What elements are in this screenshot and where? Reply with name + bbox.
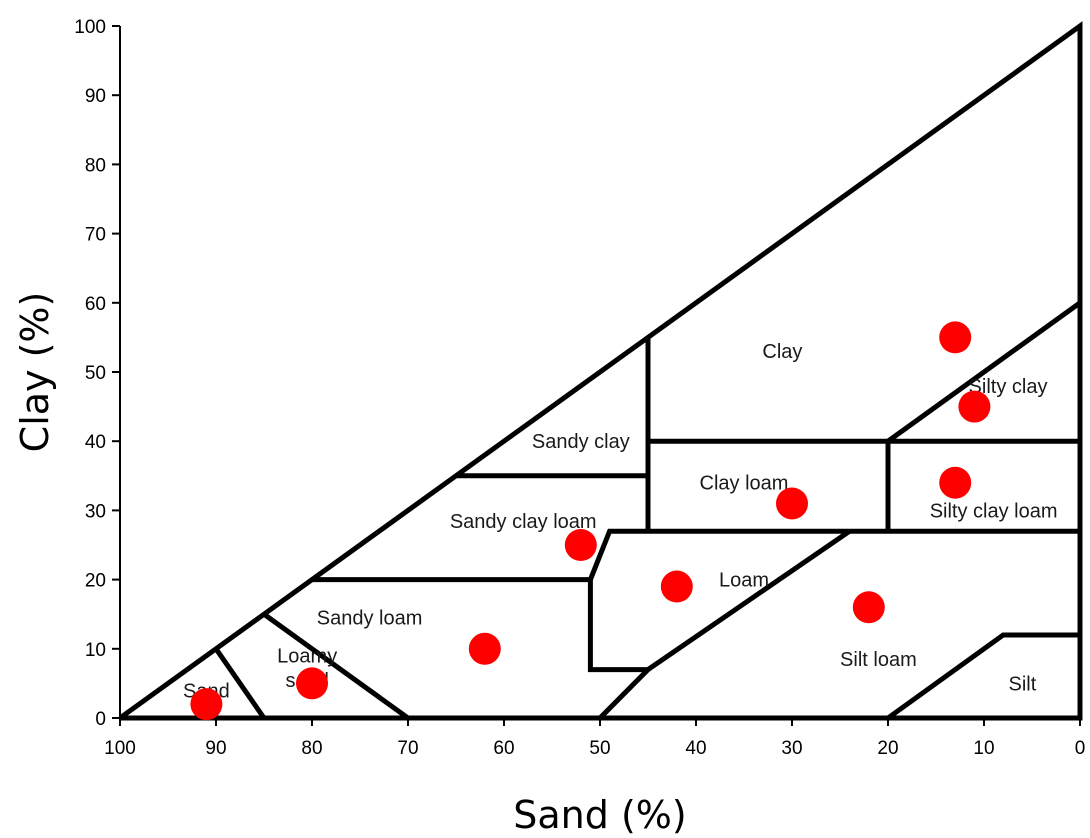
x-tick-label: 0 xyxy=(1075,738,1086,759)
x-tick-label: 70 xyxy=(397,738,418,759)
texture-class-label: Clay loam xyxy=(700,473,789,495)
texture-class-label: Loam xyxy=(719,570,769,592)
y-tick-label: 50 xyxy=(85,363,106,384)
y-axis: 0 10 20 30 40 50 60 70 80 90 100 xyxy=(74,17,121,730)
y-tick-label: 90 xyxy=(85,86,106,107)
y-tick-label: 40 xyxy=(85,432,106,453)
texture-class-label: Sandy clay loam xyxy=(450,511,597,533)
data-point xyxy=(468,632,501,665)
class-boundary-line xyxy=(262,612,410,721)
x-tick-label: 60 xyxy=(493,738,514,759)
y-axis-title: Clay (%) xyxy=(13,292,57,453)
texture-class-label: Silt loam xyxy=(840,649,917,671)
class-boundary-line xyxy=(213,647,267,720)
x-tick-label: 20 xyxy=(877,738,898,759)
texture-class-label: Loamy xyxy=(277,646,337,668)
data-point xyxy=(776,487,808,520)
y-tick-label: 0 xyxy=(95,709,106,730)
texture-class-label: Silty clay loam xyxy=(930,500,1058,522)
x-tick-label: 100 xyxy=(104,738,136,759)
data-point xyxy=(564,529,597,561)
data-point xyxy=(296,667,328,700)
texture-class-label: Silty clay xyxy=(969,376,1048,398)
x-tick-label: 80 xyxy=(301,738,322,759)
data-point xyxy=(958,390,991,423)
y-tick-label: 60 xyxy=(85,294,106,315)
class-boundary-line xyxy=(646,529,852,672)
texture-class-labels: Clay Silty clay Sandy clay Clay loam Silty c… xyxy=(183,341,1057,702)
data-point xyxy=(939,321,972,354)
data-point xyxy=(190,688,223,721)
y-tick-label: 10 xyxy=(85,640,106,661)
x-tick-label: 10 xyxy=(973,738,994,759)
y-tick-label: 100 xyxy=(74,17,106,38)
texture-class-label: Clay xyxy=(762,341,802,363)
class-boundary-line xyxy=(312,528,1080,583)
texture-class-boundaries xyxy=(118,21,1083,721)
data-point xyxy=(660,570,693,603)
x-tick-label: 40 xyxy=(685,738,706,759)
data-point xyxy=(852,591,885,624)
y-tick-label: 70 xyxy=(85,225,106,246)
texture-class-label: Sandy clay xyxy=(532,431,630,453)
data-point xyxy=(939,466,972,499)
x-tick-label: 90 xyxy=(205,738,226,759)
class-boundary-line xyxy=(886,300,1082,444)
y-tick-label: 20 xyxy=(85,571,106,592)
x-axis-title: Sand (%) xyxy=(513,793,686,837)
x-tick-label: 30 xyxy=(781,738,802,759)
y-tick-label: 80 xyxy=(85,155,106,176)
x-axis: 100 90 80 70 60 50 40 30 20 10 0 xyxy=(104,717,1086,759)
texture-class-label: Silt xyxy=(1009,673,1037,695)
data-points xyxy=(190,321,991,721)
class-boundary-line xyxy=(886,632,1080,721)
texture-class-label: Sandy loam xyxy=(317,608,423,630)
y-tick-label: 30 xyxy=(85,501,106,522)
x-tick-label: 50 xyxy=(589,738,610,759)
class-boundary-line xyxy=(587,579,655,720)
